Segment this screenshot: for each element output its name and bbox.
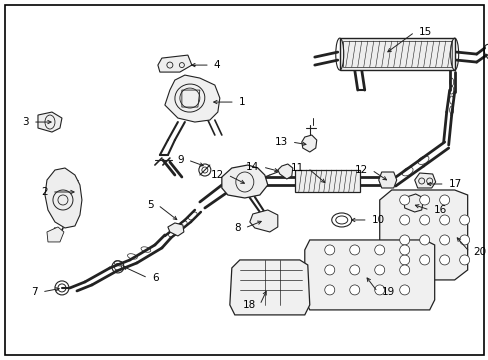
Text: 15: 15 [418,27,431,37]
Bar [294,170,359,192]
Text: 17: 17 [448,179,461,189]
Circle shape [349,245,359,255]
Circle shape [439,255,449,265]
Text: 4: 4 [213,60,220,70]
Circle shape [439,235,449,245]
Circle shape [349,285,359,295]
Circle shape [399,235,409,245]
Polygon shape [378,172,396,188]
Circle shape [374,285,384,295]
Polygon shape [301,135,316,152]
Polygon shape [379,190,467,280]
Bar [342,41,451,67]
Text: 11: 11 [290,163,303,173]
Text: 19: 19 [381,287,394,297]
Circle shape [399,265,409,275]
Polygon shape [38,112,62,132]
Text: 8: 8 [234,223,240,233]
Polygon shape [47,227,64,242]
Polygon shape [229,260,309,315]
Circle shape [439,215,449,225]
Circle shape [374,265,384,275]
Circle shape [419,195,429,205]
Circle shape [399,245,409,255]
Circle shape [399,285,409,295]
Text: 7: 7 [31,287,38,297]
Circle shape [419,255,429,265]
Circle shape [459,235,468,245]
Circle shape [459,255,468,265]
Text: 5: 5 [147,200,154,210]
Text: 12: 12 [354,165,367,175]
Polygon shape [158,55,191,72]
Polygon shape [277,164,292,179]
Text: 20: 20 [473,247,486,257]
Text: 12: 12 [210,170,224,180]
Polygon shape [304,240,434,310]
Circle shape [399,215,409,225]
Text: 14: 14 [245,162,258,172]
Polygon shape [414,173,435,188]
Circle shape [324,285,334,295]
Text: 13: 13 [274,137,287,147]
Circle shape [419,235,429,245]
Text: 6: 6 [152,273,158,283]
Text: 10: 10 [371,215,384,225]
Text: 18: 18 [242,300,255,310]
Text: 9: 9 [177,155,183,165]
Text: 2: 2 [41,187,48,197]
Polygon shape [167,223,183,236]
Circle shape [399,255,409,265]
Bar [339,38,454,70]
Polygon shape [403,194,423,212]
Polygon shape [222,165,267,198]
Circle shape [439,195,449,205]
Circle shape [349,265,359,275]
Polygon shape [164,75,220,122]
Circle shape [324,265,334,275]
Circle shape [399,195,409,205]
Polygon shape [249,210,277,232]
Circle shape [419,215,429,225]
Circle shape [459,215,468,225]
Polygon shape [45,168,82,228]
Circle shape [374,245,384,255]
Circle shape [324,245,334,255]
Text: 1: 1 [238,97,245,107]
Text: 16: 16 [433,205,446,215]
Text: 3: 3 [22,117,29,127]
